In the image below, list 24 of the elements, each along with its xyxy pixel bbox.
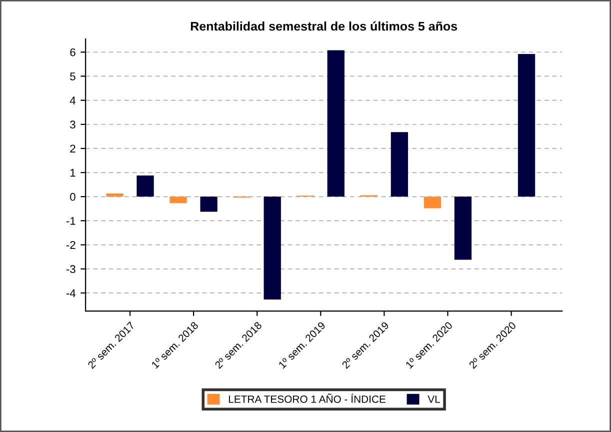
bar: [136, 175, 154, 197]
bar: [424, 196, 442, 208]
y-tick-label: 5: [70, 72, 76, 80]
bar: [327, 50, 344, 197]
bar: [518, 54, 536, 197]
chart-title: Rentabilidad semestral de los últimos 5 años: [190, 21, 458, 31]
y-tick-label: -3: [66, 265, 76, 274]
y-tick-label: -4: [66, 289, 76, 297]
bar: [170, 196, 187, 204]
y-tick-label: 3: [70, 120, 76, 129]
y-tick-label: 4: [70, 96, 76, 104]
bar: [454, 196, 472, 260]
y-tick-label: 1: [70, 168, 76, 177]
legend-label: VL: [428, 396, 440, 403]
y-tick-label: 6: [70, 48, 76, 56]
legend-label: LETRA TESORO 1 AÑO - ÍNDICE: [228, 394, 386, 403]
bar: [106, 194, 124, 197]
y-tick-label: 2: [70, 144, 76, 152]
bar: [390, 132, 408, 197]
y-tick-label: -2: [66, 241, 76, 249]
y-tick-label: -1: [66, 217, 76, 225]
bar: [264, 196, 281, 300]
y-tick-label: 0: [70, 192, 76, 201]
bar: [200, 196, 218, 212]
